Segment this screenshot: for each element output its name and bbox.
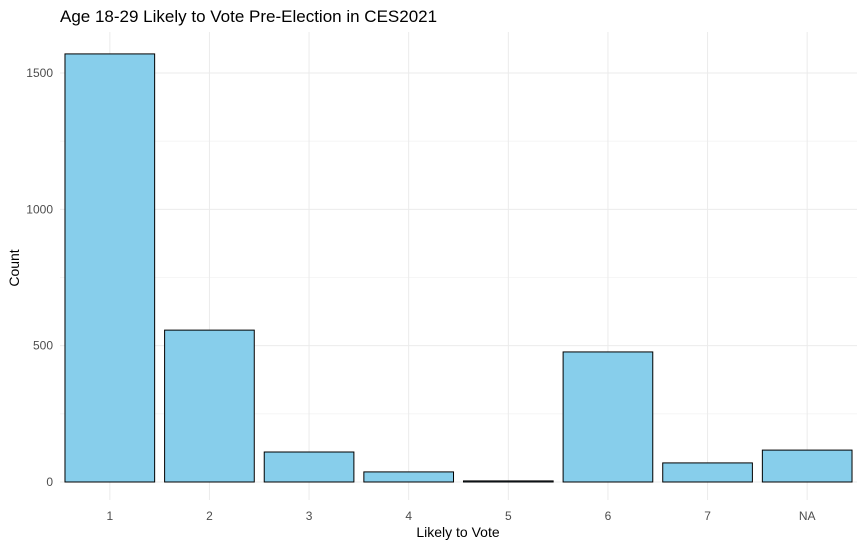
bars [64, 53, 853, 483]
x-axis-title: Likely to Vote [416, 524, 499, 540]
x-tick-label: NA [799, 509, 816, 523]
y-tick-label: 0 [46, 475, 53, 489]
y-tick-labels: 0 500 1000 1500 [26, 66, 53, 489]
bar-na [761, 449, 853, 483]
x-tick-label: 4 [405, 509, 412, 523]
x-tick-label: 7 [704, 509, 711, 523]
bar-3 [263, 451, 355, 483]
x-tick-label: 2 [206, 509, 213, 523]
x-tick-labels: 1 2 3 4 5 6 7 NA [106, 509, 815, 523]
chart-title: Age 18-29 Likely to Vote Pre-Election in… [60, 7, 437, 26]
x-tick-label: 1 [106, 509, 113, 523]
y-tick-label: 500 [33, 339, 53, 353]
bar-6 [562, 351, 654, 483]
x-tick-label: 5 [505, 509, 512, 523]
bar-7 [662, 462, 753, 483]
bar-4 [363, 471, 455, 483]
y-axis-title: Count [6, 249, 22, 286]
x-tick-label: 6 [605, 509, 612, 523]
y-tick-label: 1000 [26, 202, 53, 216]
x-tick-label: 3 [306, 509, 313, 523]
y-tick-label: 1500 [26, 66, 53, 80]
bar-5 [462, 480, 554, 483]
bar-2 [164, 329, 255, 483]
bar-1 [64, 53, 156, 483]
